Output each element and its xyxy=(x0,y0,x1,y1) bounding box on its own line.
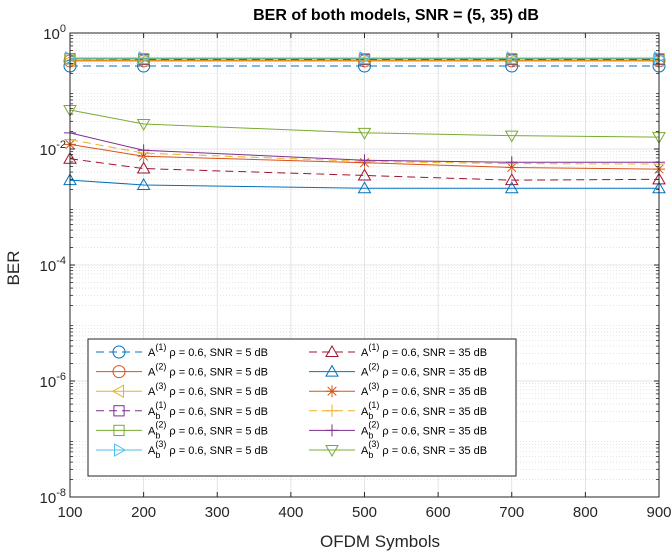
legend-label: A(3) ρ = 0.6, SNR = 5 dB xyxy=(148,381,268,398)
x-tick-label: 200 xyxy=(131,504,156,521)
marker-triangle-left xyxy=(111,384,124,399)
legend-item-5: Ab(2) ρ = 0.6, SNR = 5 dB xyxy=(96,419,268,440)
series-6 xyxy=(65,51,667,65)
legend: A(1) ρ = 0.6, SNR = 5 dB A(2) ρ = 0.6, SN… xyxy=(87,338,517,477)
y-tick-label: 10-4 xyxy=(40,255,66,275)
legend-item-10: Ab(1) ρ = 0.6, SNR = 35 dB xyxy=(309,400,487,421)
marker-triangle-left xyxy=(504,53,517,68)
marker-circle xyxy=(112,345,126,359)
marker-triangle-right xyxy=(359,51,372,65)
marker-triangle-left xyxy=(136,53,149,68)
marker-triangle-up xyxy=(136,161,151,174)
marker-plus xyxy=(326,424,338,437)
marker-triangle-left xyxy=(62,53,75,68)
marker-circle xyxy=(112,365,126,379)
legend-item-9: A(3) ρ = 0.6, SNR = 35 dB xyxy=(309,381,487,398)
x-axis-label: OFDM Symbols xyxy=(320,532,440,551)
legend-item-3: A(3) ρ = 0.6, SNR = 5 dB xyxy=(96,381,268,398)
legend-label: A(2) ρ = 0.6, SNR = 5 dB xyxy=(148,362,268,379)
legend-item-7: A(1) ρ = 0.6, SNR = 35 dB xyxy=(309,342,487,359)
marker-triangle-right xyxy=(506,51,519,65)
marker-triangle-up xyxy=(325,344,339,357)
legend-label: A(3) ρ = 0.6, SNR = 35 dB xyxy=(361,381,487,398)
x-tick-label: 600 xyxy=(426,504,451,521)
marker-triangle-down xyxy=(325,445,339,458)
series-3 xyxy=(62,53,664,68)
legend-label: Ab(3) ρ = 0.6, SNR = 5 dB xyxy=(148,439,268,460)
x-tick-label: 500 xyxy=(352,504,377,521)
legend-item-4: Ab(1) ρ = 0.6, SNR = 5 dB xyxy=(96,400,268,421)
legend-item-2: A(2) ρ = 0.6, SNR = 5 dB xyxy=(96,362,268,379)
marker-triangle-down xyxy=(136,118,151,131)
marker-asterisk xyxy=(326,385,338,398)
marker-triangle-down xyxy=(504,130,519,143)
marker-plus xyxy=(326,404,338,417)
legend-label: A(1) ρ = 0.6, SNR = 35 dB xyxy=(361,342,487,359)
marker-triangle-left xyxy=(357,53,370,68)
legend-label: Ab(2) ρ = 0.6, SNR = 5 dB xyxy=(148,419,268,440)
legend-label: Ab(2) ρ = 0.6, SNR = 35 dB xyxy=(361,419,487,440)
legend-label: Ab(1) ρ = 0.6, SNR = 5 dB xyxy=(148,400,268,421)
x-tick-label: 100 xyxy=(57,504,82,521)
marker-plus xyxy=(137,144,150,157)
marker-triangle-down xyxy=(357,127,372,140)
legend-item-6: Ab(3) ρ = 0.6, SNR = 5 dB xyxy=(96,439,268,460)
legend-box xyxy=(87,338,517,477)
x-tick-label: 900 xyxy=(646,504,671,521)
marker-triangle-up xyxy=(357,181,372,194)
marker-plus xyxy=(358,154,371,167)
marker-triangle-right xyxy=(65,51,78,65)
marker-triangle-up xyxy=(357,168,372,181)
y-axis-label: BER xyxy=(4,251,23,286)
y-tick-label: 10-6 xyxy=(40,371,66,391)
legend-item-8: A(2) ρ = 0.6, SNR = 35 dB xyxy=(309,362,487,379)
x-tick-label: 700 xyxy=(499,504,524,521)
x-tick-label: 300 xyxy=(205,504,230,521)
x-tick-label: 800 xyxy=(573,504,598,521)
y-tick-label: 10-2 xyxy=(40,139,66,159)
marker-triangle-right xyxy=(114,443,127,457)
marker-square xyxy=(113,424,125,436)
legend-item-11: Ab(2) ρ = 0.6, SNR = 35 dB xyxy=(309,419,487,440)
legend-label: A(1) ρ = 0.6, SNR = 5 dB xyxy=(148,342,268,359)
legend-label: Ab(1) ρ = 0.6, SNR = 35 dB xyxy=(361,400,487,421)
legend-label: A(2) ρ = 0.6, SNR = 35 dB xyxy=(361,362,487,379)
legend-item-1: A(1) ρ = 0.6, SNR = 5 dB xyxy=(96,342,268,359)
series-line xyxy=(69,179,659,189)
y-tick-label: 10-8 xyxy=(40,487,66,507)
marker-triangle-right xyxy=(654,51,667,65)
marker-triangle-up xyxy=(325,364,339,377)
marker-triangle-up xyxy=(136,177,151,190)
legend-label: Ab(3) ρ = 0.6, SNR = 35 dB xyxy=(361,439,487,460)
axes-layer: 100 200 300 400 500 600 700 800 900 10-8 10-6 10-4 1… xyxy=(40,23,672,521)
x-tick-label: 400 xyxy=(278,504,303,521)
legend-item-12: Ab(3) ρ = 0.6, SNR = 35 dB xyxy=(309,439,487,460)
marker-triangle-right xyxy=(138,51,151,65)
marker-triangle-up xyxy=(504,173,519,186)
y-tick-label: 100 xyxy=(43,23,66,43)
marker-square xyxy=(113,405,125,417)
chart-title: BER of both models, SNR = (5, 35) dB xyxy=(253,7,539,24)
marker-triangle-up xyxy=(504,181,519,194)
marker-plus xyxy=(505,156,518,169)
series-line xyxy=(69,109,660,138)
